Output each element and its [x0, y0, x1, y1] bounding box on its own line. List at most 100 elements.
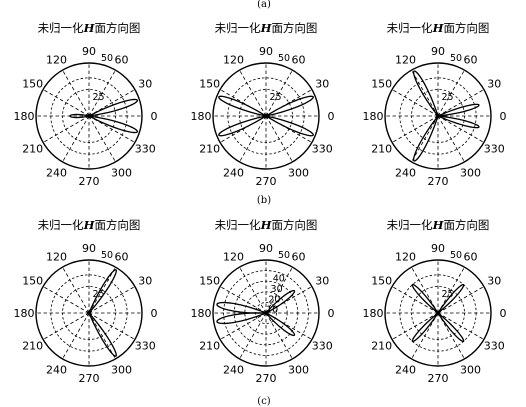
angle-tick-label: 210 — [22, 143, 43, 156]
angle-tick-label: 210 — [199, 340, 220, 353]
angle-tick-label: 180 — [14, 110, 35, 123]
angle-tick-label: 240 — [46, 166, 67, 179]
grid-spoke — [265, 266, 293, 314]
angle-tick-label: 300 — [111, 363, 132, 376]
pattern-lobe — [69, 113, 90, 119]
angle-tick-label: 90 — [259, 45, 273, 58]
ring-tick-label: 50 — [101, 250, 113, 261]
caption-b: (b) — [257, 195, 271, 206]
angle-tick-label: 0 — [151, 307, 158, 320]
angle-tick-label: 270 — [256, 175, 277, 188]
caption-a: (a) — [257, 0, 271, 10]
angle-tick-label: 120 — [46, 54, 67, 67]
angle-tick-label: 60 — [292, 251, 306, 264]
pattern-lobe — [88, 312, 117, 357]
grid-spoke — [411, 312, 439, 360]
outer-ring — [212, 259, 320, 367]
grid-spoke — [437, 69, 465, 117]
grid-spoke — [88, 312, 116, 360]
angle-tick-label: 330 — [484, 143, 505, 156]
angle-tick-label: 30 — [487, 78, 501, 91]
grid-spoke — [219, 312, 267, 340]
pattern-lobe — [412, 70, 439, 117]
angle-tick-label: 210 — [371, 143, 392, 156]
angle-tick-label: 90 — [259, 242, 273, 255]
grid-spoke — [88, 286, 136, 314]
grid-spoke — [411, 69, 439, 117]
plot-title: 未归一化H面方向图 — [38, 218, 141, 232]
grid-spoke — [265, 312, 293, 360]
angle-tick-label: 30 — [315, 78, 329, 91]
angle-tick-label: 150 — [199, 275, 220, 288]
grid-spoke — [42, 89, 90, 117]
angle-tick-label: 300 — [111, 166, 132, 179]
ring-tick-label: 25 — [441, 92, 453, 103]
outer-ring — [384, 259, 492, 367]
pattern-lobe — [437, 115, 480, 129]
pattern-lobe — [218, 95, 267, 117]
pattern-lobe — [411, 283, 439, 314]
grid-spoke — [239, 312, 267, 360]
angle-tick-label: 330 — [484, 340, 505, 353]
angle-tick-label: 60 — [464, 54, 478, 67]
grid-spoke — [239, 115, 267, 163]
outer-ring — [35, 259, 143, 367]
grid-spoke — [88, 266, 116, 314]
caption-c: (c) — [257, 396, 271, 407]
pattern-lobe — [411, 312, 439, 343]
angle-tick-label: 210 — [199, 143, 220, 156]
angle-tick-label: 270 — [428, 175, 449, 188]
pattern-lobe — [88, 98, 139, 117]
ring-tick-label: 25 — [92, 92, 104, 103]
angle-tick-label: 180 — [191, 110, 212, 123]
angle-tick-label: 240 — [395, 363, 416, 376]
angle-tick-label: 0 — [328, 110, 335, 123]
grid-spoke — [391, 312, 439, 340]
angle-tick-label: 270 — [256, 372, 277, 385]
grid-spoke — [62, 115, 90, 163]
pattern-lobe — [216, 301, 267, 314]
ring-tick-label: 50 — [450, 53, 462, 64]
grid-spoke — [62, 266, 90, 314]
pattern-lobe — [265, 289, 296, 314]
angle-tick-label: 0 — [500, 110, 507, 123]
angle-tick-label: 330 — [135, 340, 156, 353]
angle-tick-label: 120 — [46, 251, 67, 264]
angle-tick-label: 30 — [138, 78, 152, 91]
ring-tick-label: 50 — [450, 250, 462, 261]
ring-tick-label: 40 — [273, 274, 285, 285]
grid-spoke — [411, 115, 439, 163]
angle-tick-label: 270 — [428, 372, 449, 385]
angle-tick-label: 240 — [46, 363, 67, 376]
angle-tick-label: 120 — [223, 54, 244, 67]
plot-title-suffix: 面方向图 — [271, 21, 317, 35]
grid-spoke — [219, 286, 267, 314]
plot-title-prefix: 未归一化 — [387, 218, 433, 232]
angle-tick-label: 30 — [138, 275, 152, 288]
grid-spoke — [437, 266, 465, 314]
angle-tick-label: 150 — [199, 78, 220, 91]
grid-spoke — [88, 312, 136, 340]
grid-spoke — [62, 69, 90, 117]
center-point — [86, 113, 92, 119]
angle-tick-label: 180 — [363, 110, 384, 123]
grid-spoke — [411, 266, 439, 314]
angle-tick-label: 300 — [288, 363, 309, 376]
angle-tick-label: 180 — [363, 307, 384, 320]
outer-ring — [212, 62, 320, 170]
grid-spoke — [391, 89, 439, 117]
plot-title-prefix: 未归一化 — [38, 218, 84, 232]
angle-tick-label: 240 — [223, 363, 244, 376]
angle-tick-label: 60 — [292, 54, 306, 67]
angle-tick-label: 120 — [395, 54, 416, 67]
plot-title-prefix: 未归一化 — [387, 21, 433, 35]
angle-tick-label: 150 — [371, 78, 392, 91]
grid-spoke — [239, 266, 267, 314]
grid-spoke — [437, 115, 485, 143]
pattern-lobe — [216, 312, 267, 325]
pattern-lobe — [412, 115, 439, 162]
